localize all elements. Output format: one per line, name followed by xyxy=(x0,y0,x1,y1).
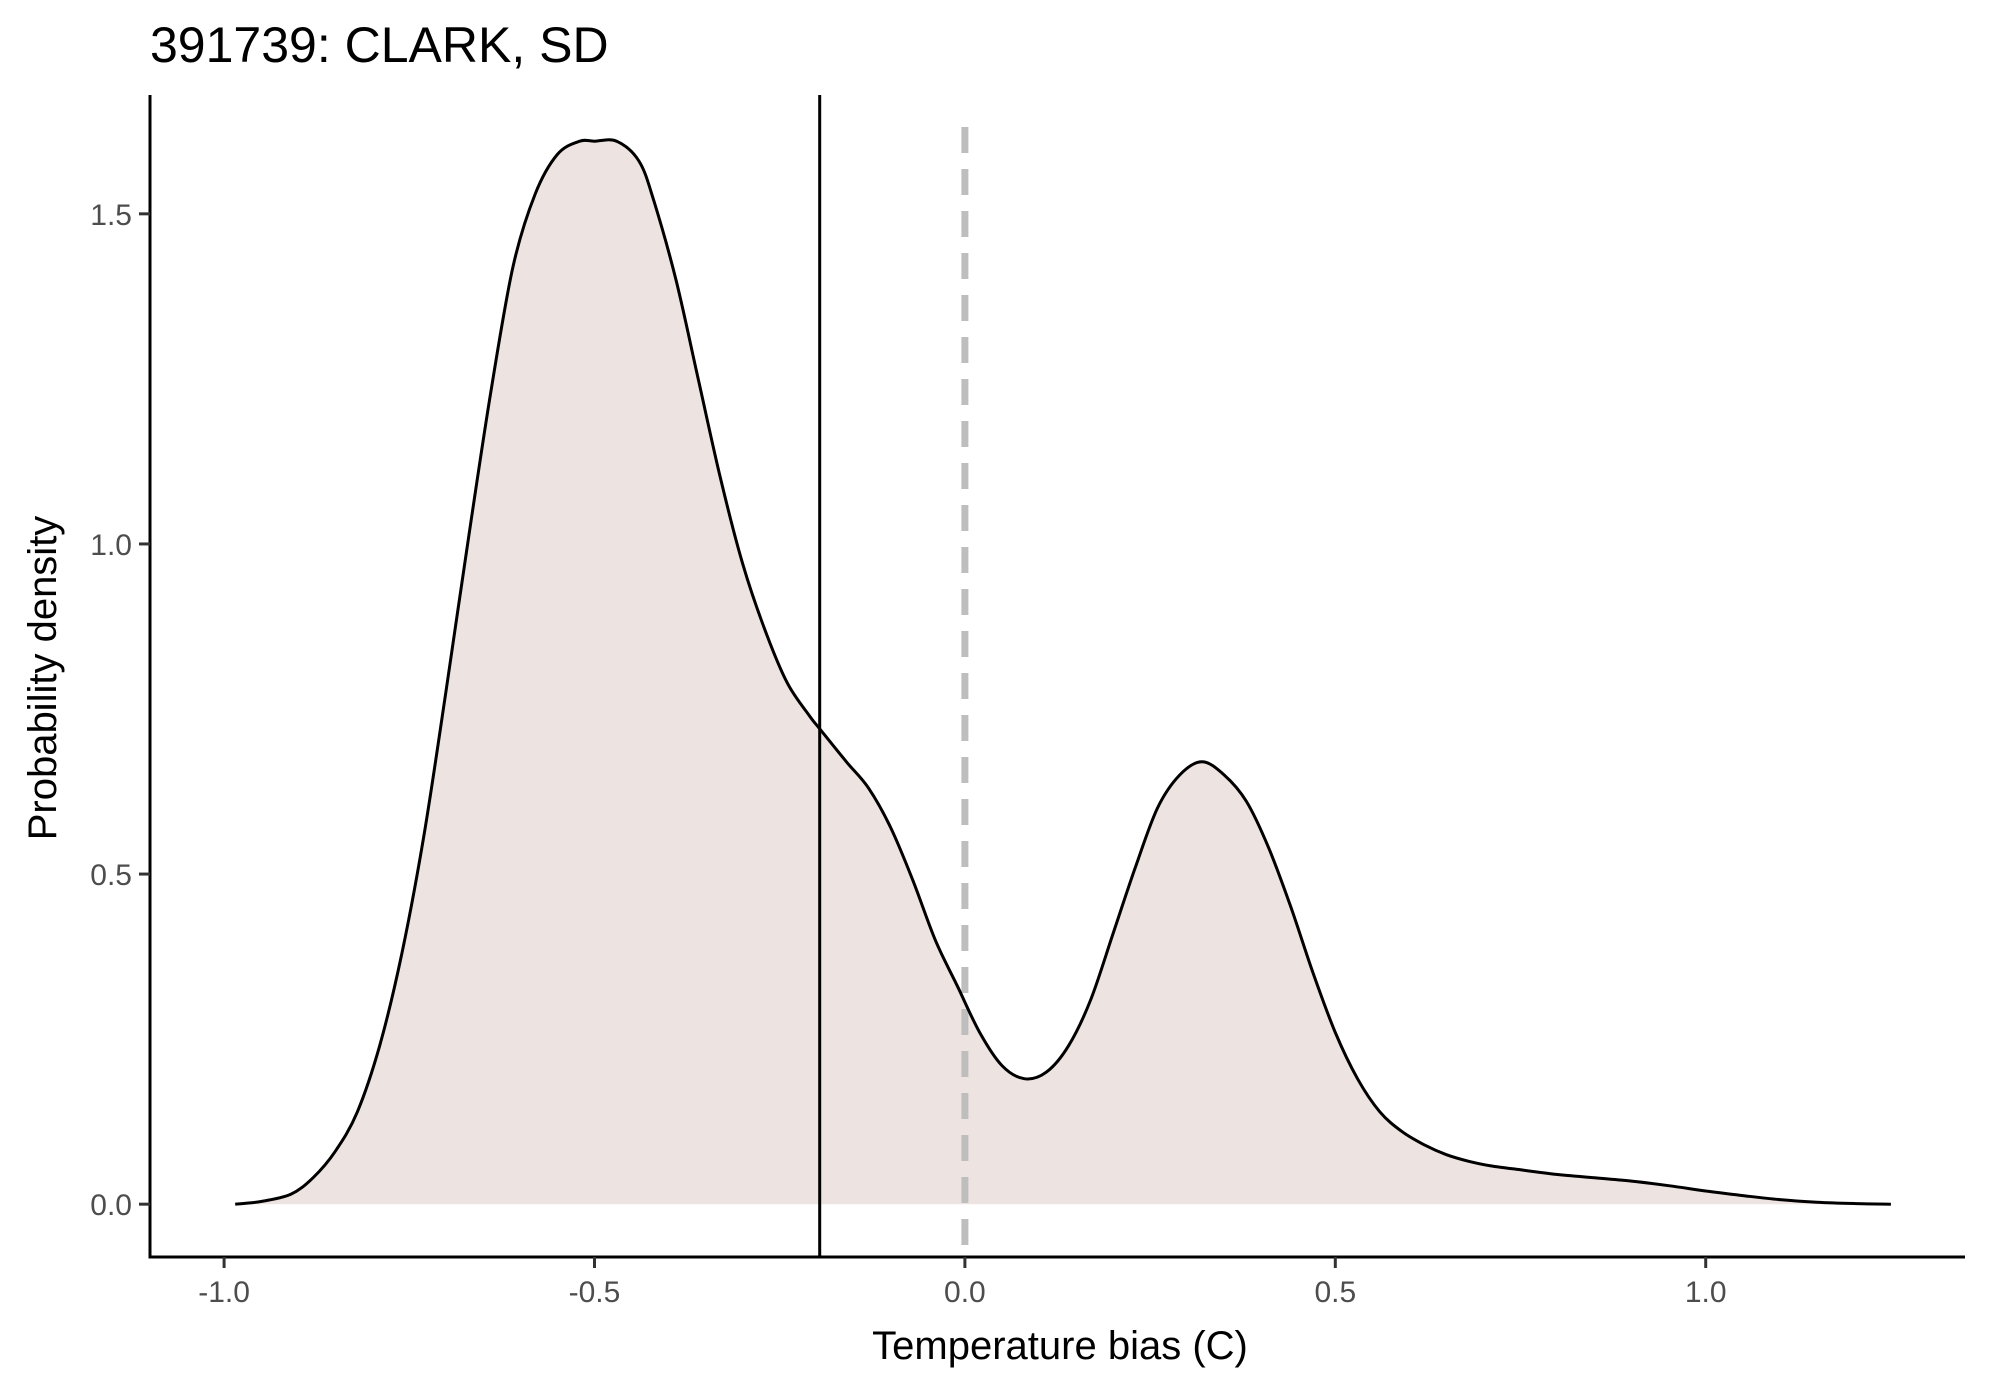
x-axis-ticks: -1.0 -0.5 0.0 0.5 1.0 xyxy=(198,1257,1727,1309)
y-tick-label: 1.5 xyxy=(90,199,132,232)
x-tick-label: 0.0 xyxy=(944,1276,986,1309)
x-tick-label: 0.5 xyxy=(1314,1276,1356,1309)
x-tick-label: 1.0 xyxy=(1685,1276,1727,1309)
y-tick-label: 0.5 xyxy=(90,859,132,892)
x-tick-label: -1.0 xyxy=(198,1276,250,1309)
x-tick-label: -0.5 xyxy=(569,1276,621,1309)
density-curve xyxy=(235,138,1891,1206)
y-axis-ticks: 0.0 0.5 1.0 1.5 xyxy=(90,199,150,1222)
plot-area xyxy=(235,95,1891,1257)
density-fill-area xyxy=(235,139,1891,1205)
x-axis-title: Temperature bias (C) xyxy=(872,1324,1248,1368)
chart-title: 391739: CLARK, SD xyxy=(150,17,609,73)
y-tick-label: 0.0 xyxy=(90,1189,132,1222)
y-tick-label: 1.0 xyxy=(90,529,132,562)
y-axis-title: Probability density xyxy=(21,516,65,841)
